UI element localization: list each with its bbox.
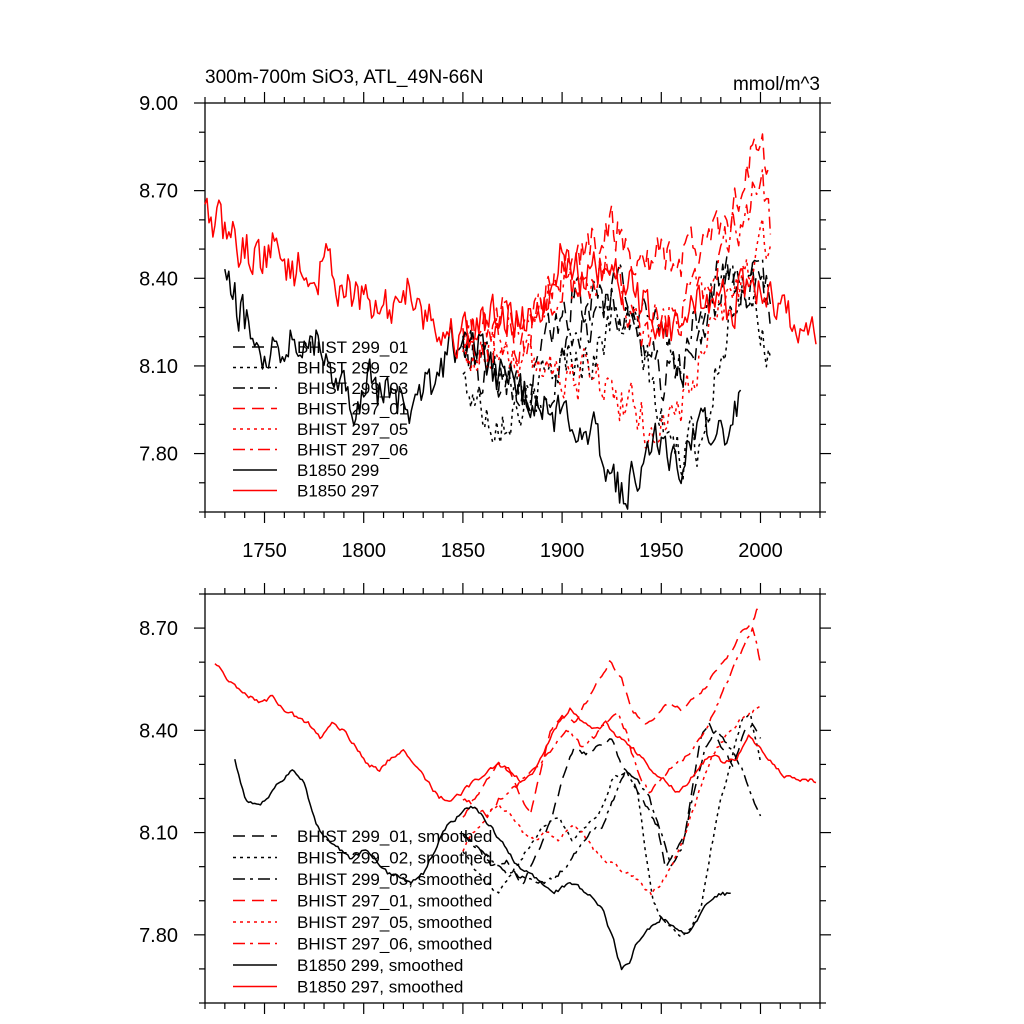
series-line — [462, 218, 772, 449]
series-line — [224, 268, 742, 510]
series-line — [234, 759, 731, 971]
series-line — [204, 197, 817, 359]
x-tick-label: 1750 — [242, 540, 287, 562]
legend-label: BHIST 299_01 — [297, 338, 408, 357]
series-line — [462, 256, 772, 413]
legend-label: BHIST 297_05, smoothed — [297, 913, 492, 932]
series-line — [214, 663, 817, 802]
x-tick-label: 1800 — [341, 540, 386, 562]
x-tick-label: 1850 — [441, 540, 486, 562]
legend-label: BHIST 297_06 — [297, 441, 408, 460]
legend-label: BHIST 299_02, smoothed — [297, 849, 492, 868]
bottom-panel: 7.80 8.10 8.40 8.70 BHIST 299_01, smoothed BH… — [139, 583, 831, 1014]
legend-label: BHIST 299_01, smoothed — [297, 827, 492, 846]
chart-title: 300m-700m SiO3, ATL_49N-66N — [205, 67, 483, 88]
series-line — [462, 729, 762, 885]
legend-label: BHIST 299_02 — [297, 359, 408, 378]
y-tick-label: 8.70 — [139, 618, 178, 640]
y-tick-label: 7.80 — [139, 444, 178, 466]
series-line — [462, 705, 761, 896]
legend-label: BHIST 297_01, smoothed — [297, 892, 492, 911]
y-tick-label: 9.00 — [139, 93, 178, 115]
x-tick-label: 1950 — [639, 540, 684, 562]
units-label: mmol/m^3 — [733, 74, 820, 95]
series-line — [462, 287, 772, 480]
top-panel: 300m-700m SiO3, ATL_49N-66N mmol/m^3 175… — [139, 67, 831, 562]
series-line — [462, 713, 762, 938]
series-line — [462, 603, 762, 818]
y-tick-label: 8.70 — [139, 181, 178, 203]
x-tick-label: 2000 — [738, 540, 783, 562]
legend-label: BHIST 297_01 — [297, 400, 408, 419]
legend-label: B1850 299 — [297, 461, 379, 480]
y-tick-label: 8.10 — [139, 823, 178, 845]
series-line — [462, 627, 762, 818]
legend-label: B1850 297, smoothed — [297, 978, 463, 997]
legend-label: B1850 299, smoothed — [297, 956, 463, 975]
legend-label: BHIST 299_03 — [297, 379, 408, 398]
x-tick-label: 1900 — [540, 540, 585, 562]
legend-label: B1850 297 — [297, 482, 379, 501]
legend-label: BHIST 297_06, smoothed — [297, 935, 492, 954]
series-line — [462, 258, 772, 416]
y-tick-label: 8.40 — [139, 268, 178, 290]
legend-label: BHIST 299_03, smoothed — [297, 870, 492, 889]
y-tick-label: 8.10 — [139, 356, 178, 378]
series-line — [462, 133, 772, 367]
y-tick-label: 7.80 — [139, 925, 178, 947]
legend-label: BHIST 297_05 — [297, 420, 408, 439]
y-tick-label: 8.40 — [139, 720, 178, 742]
